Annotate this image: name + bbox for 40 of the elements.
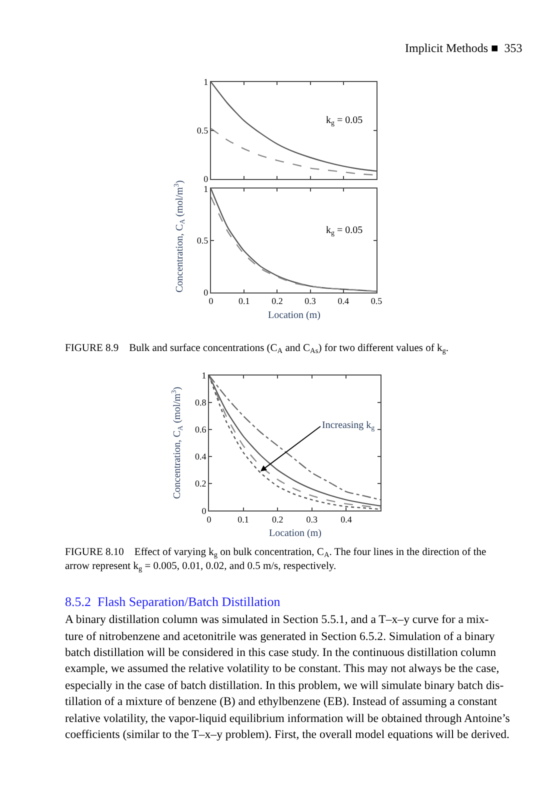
text: especially in the case of batch distillation. In this problem, we will simulate binary batch dis- xyxy=(65,678,504,692)
x-tick-label: 0.2 xyxy=(272,514,284,524)
x-tick-label: 0.1 xyxy=(238,514,249,524)
x-axis-title: Location (m) xyxy=(268,310,320,321)
text: A binary distillation column was simulated in Section 5.5.1, and a T–x–y curve for a mix- xyxy=(65,612,489,626)
y-tick-label: 0 xyxy=(202,506,207,516)
caption: FIGURE 8.9 Bulk and surface concentrations (C$_{A}$ and C$_{As}$) for two different values of k$_{g}$. xyxy=(65,343,449,356)
y-tick-label: 0.2 xyxy=(194,478,206,489)
x-tick-label: 0.4 xyxy=(338,296,350,306)
y-tick-label: 0.5 xyxy=(196,236,209,246)
text: Implicit Methods ■ 353 xyxy=(405,41,522,55)
text: ture of nitrobenzene and acetonitrile was generated in Section 6.5.2. Simulation of a binary xyxy=(65,629,495,643)
caption: FIGURE 8.10 Effect of varying k$_{g}$ on bulk concentration, C$_{A}$. The four lines in the direction of the xyxy=(65,547,487,560)
annotation: Increasing k$_{g}$ xyxy=(322,420,376,432)
x-tick-label: 0.3 xyxy=(304,296,316,306)
text: 8.5.2 Flash Separation/Batch Distillation xyxy=(65,594,281,609)
y-tick-label: 1 xyxy=(202,370,206,380)
annotation: k$_{g}$ = 0.05 xyxy=(326,115,363,128)
text: relative volatility, the vapor-liquid equilibrium information will be obtained through Antoine’s xyxy=(65,711,510,725)
x-tick-label: 0.1 xyxy=(238,296,250,306)
annotation: k$_{g}$ = 0.05 xyxy=(326,225,363,238)
x-tick-label: 0.4 xyxy=(340,514,352,524)
x-tick-label: 0.3 xyxy=(306,514,318,524)
y-tick-label: 0.6 xyxy=(194,424,207,435)
y-tick-label: 1 xyxy=(204,184,208,194)
text: example, we assumed the relative volatility to be constant. This may not always be the case, xyxy=(65,661,500,675)
text: arrow represent k$_{g}$ = 0.005, 0.01, 0.02, and 0.5 m/s, respectively. xyxy=(65,561,336,574)
text: coefficients (similar to the T–x–y problem). First, the overall model equations will be derived. xyxy=(65,727,510,741)
x-tick-label: 0.5 xyxy=(370,296,383,306)
x-tick-label: 0.2 xyxy=(272,296,283,306)
y-tick-label: 0.4 xyxy=(194,452,207,462)
y-tick-label: 1 xyxy=(204,77,208,88)
text: batch distillation will be considered in this case study. In the continuous distillation column xyxy=(65,645,496,659)
y-tick-label: 0.8 xyxy=(194,398,207,408)
text: tillation of a mixture of benzene (B) and ethylbenzene (EB). Instead of assuming a constant xyxy=(65,694,498,708)
y-tick-label: 0.5 xyxy=(196,126,209,136)
x-axis-title: Location (m) xyxy=(269,528,322,539)
y-tick-label: 0 xyxy=(204,288,209,298)
y-tick-label: 0 xyxy=(204,174,209,184)
line-series xyxy=(210,82,377,172)
